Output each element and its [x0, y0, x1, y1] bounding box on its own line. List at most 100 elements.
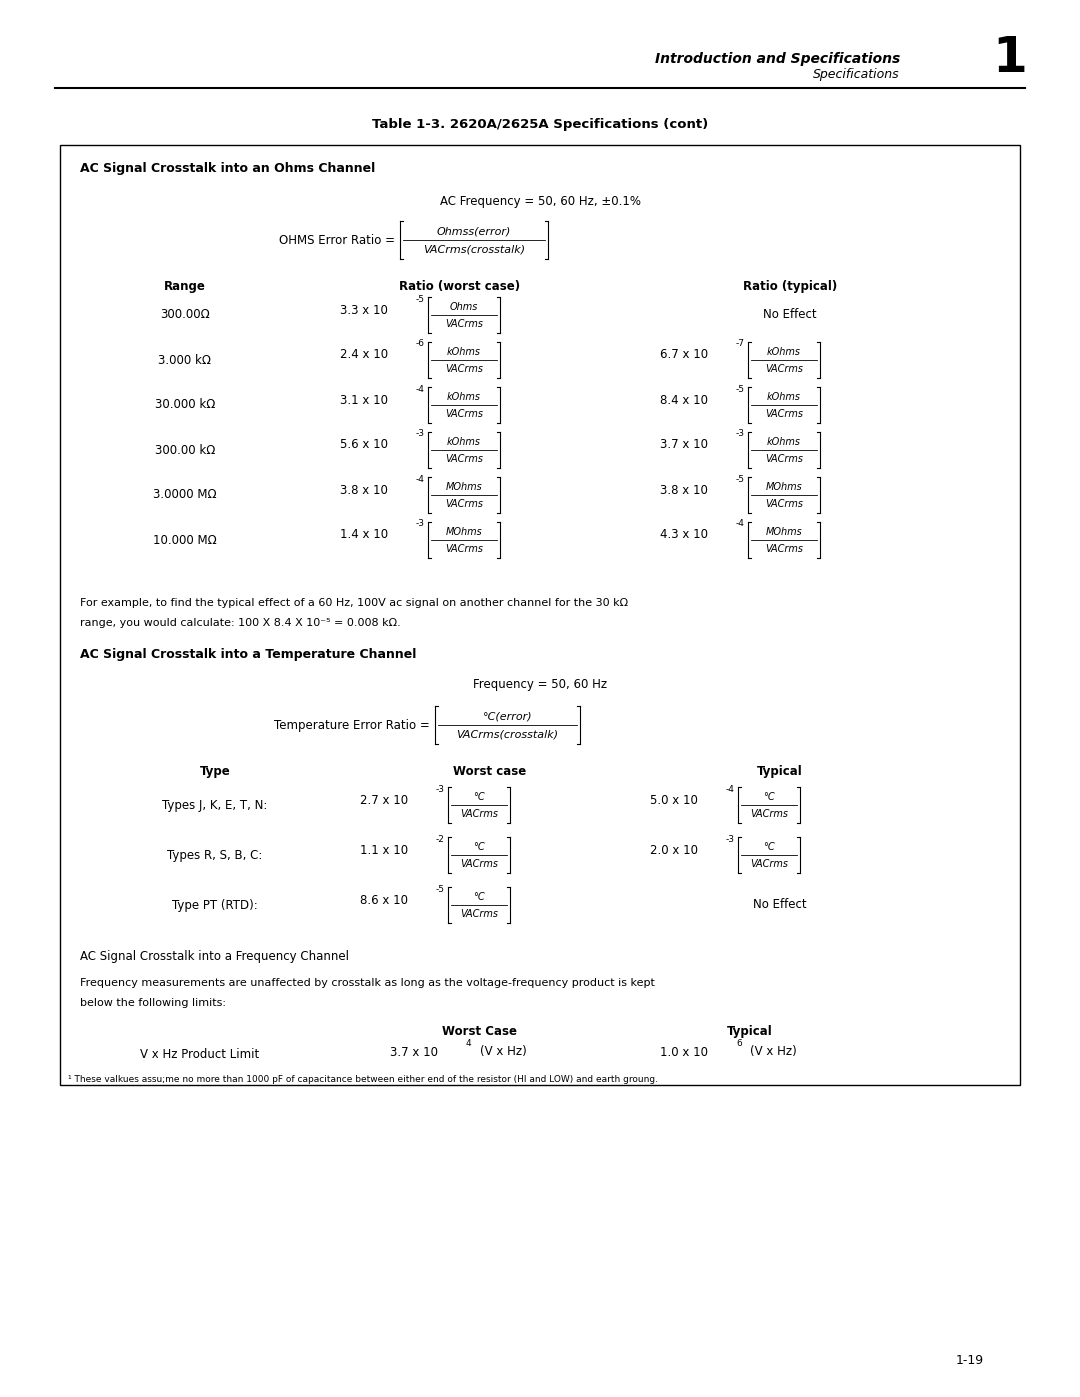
Text: Ohmss(error): Ohmss(error) — [436, 226, 511, 236]
Text: VACrms: VACrms — [445, 543, 483, 555]
Text: VACrms: VACrms — [445, 319, 483, 330]
Text: 8.6 x 10: 8.6 x 10 — [360, 894, 408, 907]
Text: 300.00Ω: 300.00Ω — [160, 309, 210, 321]
Text: -3: -3 — [416, 429, 426, 439]
Text: 10.000 MΩ: 10.000 MΩ — [153, 534, 217, 546]
Text: -5: -5 — [735, 384, 745, 394]
Text: VACrms: VACrms — [750, 809, 788, 819]
Text: kOhms: kOhms — [447, 437, 481, 447]
Text: -3: -3 — [735, 429, 745, 439]
Text: VACrms: VACrms — [445, 499, 483, 509]
Text: 5.6 x 10: 5.6 x 10 — [340, 439, 388, 451]
Text: -7: -7 — [735, 339, 745, 348]
Text: VACrms: VACrms — [445, 454, 483, 464]
Text: kOhms: kOhms — [447, 346, 481, 358]
Text: 1.4 x 10: 1.4 x 10 — [340, 528, 388, 542]
Text: 3.3 x 10: 3.3 x 10 — [340, 303, 388, 317]
Text: -3: -3 — [416, 520, 426, 528]
Text: VACrms: VACrms — [765, 499, 804, 509]
Text: (V x Hz): (V x Hz) — [480, 1045, 527, 1059]
Text: 3.7 x 10: 3.7 x 10 — [660, 439, 708, 451]
Text: 6: 6 — [735, 1038, 742, 1048]
Text: Ohms: Ohms — [449, 302, 478, 312]
Text: 30.000 kΩ: 30.000 kΩ — [154, 398, 215, 412]
Text: 3.8 x 10: 3.8 x 10 — [340, 483, 388, 496]
Text: °C: °C — [764, 842, 774, 852]
Text: MOhms: MOhms — [446, 527, 483, 536]
Text: -5: -5 — [416, 295, 426, 303]
Text: -4: -4 — [726, 785, 734, 793]
Text: No Effect: No Effect — [753, 898, 807, 911]
Text: MOhms: MOhms — [766, 482, 802, 492]
Text: -4: -4 — [735, 520, 745, 528]
Text: Frequency measurements are unaffected by crosstalk as long as the voltage-freque: Frequency measurements are unaffected by… — [80, 978, 654, 988]
Text: kOhms: kOhms — [767, 437, 801, 447]
Text: VACrms: VACrms — [765, 409, 804, 419]
Text: VACrms(crosstalk): VACrms(crosstalk) — [457, 729, 558, 739]
Text: kOhms: kOhms — [767, 346, 801, 358]
Text: -3: -3 — [436, 785, 445, 793]
Text: 3.7 x 10: 3.7 x 10 — [390, 1045, 438, 1059]
Text: VACrms: VACrms — [765, 365, 804, 374]
Text: -4: -4 — [416, 384, 424, 394]
Text: (V x Hz): (V x Hz) — [750, 1045, 797, 1059]
Text: Typical: Typical — [727, 1025, 773, 1038]
Text: V x Hz Product Limit: V x Hz Product Limit — [140, 1049, 259, 1062]
Text: 3.0000 MΩ: 3.0000 MΩ — [153, 489, 217, 502]
Text: 4: 4 — [465, 1038, 472, 1048]
Text: 1.1 x 10: 1.1 x 10 — [360, 844, 408, 856]
Text: VACrms: VACrms — [445, 409, 483, 419]
Text: AC Frequency = 50, 60 Hz, ±0.1%: AC Frequency = 50, 60 Hz, ±0.1% — [440, 196, 640, 208]
Text: °C(error): °C(error) — [483, 711, 532, 722]
Text: Type: Type — [200, 766, 230, 778]
Text: VACrms: VACrms — [750, 859, 788, 869]
Text: range, you would calculate: 100 X 8.4 X 10⁻⁵ = 0.008 kΩ.: range, you would calculate: 100 X 8.4 X … — [80, 617, 401, 629]
Text: °C: °C — [764, 792, 774, 802]
Text: kOhms: kOhms — [447, 393, 481, 402]
Text: 300.00 kΩ: 300.00 kΩ — [154, 443, 215, 457]
Text: Worst case: Worst case — [454, 766, 527, 778]
Text: °C: °C — [473, 792, 485, 802]
Text: -5: -5 — [436, 884, 445, 894]
Text: VACrms: VACrms — [765, 543, 804, 555]
Text: below the following limits:: below the following limits: — [80, 997, 226, 1009]
Text: 6.7 x 10: 6.7 x 10 — [660, 348, 708, 362]
Text: °C: °C — [473, 842, 485, 852]
Text: Ratio (typical): Ratio (typical) — [743, 279, 837, 293]
Text: kOhms: kOhms — [767, 393, 801, 402]
Text: Typical: Typical — [757, 766, 802, 778]
Text: 8.4 x 10: 8.4 x 10 — [660, 394, 708, 407]
Text: Worst Case: Worst Case — [443, 1025, 517, 1038]
Text: Types R, S, B, C:: Types R, S, B, C: — [167, 848, 262, 862]
Text: 4.3 x 10: 4.3 x 10 — [660, 528, 708, 542]
Text: ¹ These valkues assu;me no more than 1000 pF of capacitance between either end o: ¹ These valkues assu;me no more than 100… — [68, 1076, 658, 1084]
Text: 3.000 kΩ: 3.000 kΩ — [159, 353, 212, 366]
Bar — [60, 145, 1020, 1085]
Text: 5.0 x 10: 5.0 x 10 — [650, 793, 698, 806]
Text: 1.0 x 10: 1.0 x 10 — [660, 1045, 708, 1059]
Text: OHMS Error Ratio =: OHMS Error Ratio = — [279, 233, 395, 246]
Text: -6: -6 — [416, 339, 426, 348]
Text: -5: -5 — [735, 475, 745, 483]
Text: VACrms: VACrms — [765, 454, 804, 464]
Text: 2.7 x 10: 2.7 x 10 — [360, 793, 408, 806]
Text: -4: -4 — [416, 475, 424, 483]
Text: AC Signal Crosstalk into a Frequency Channel: AC Signal Crosstalk into a Frequency Cha… — [80, 950, 349, 963]
Text: MOhms: MOhms — [766, 527, 802, 536]
Text: Range: Range — [164, 279, 206, 293]
Text: Ratio (worst case): Ratio (worst case) — [400, 279, 521, 293]
Text: For example, to find the typical effect of a 60 Hz, 100V ac signal on another ch: For example, to find the typical effect … — [80, 598, 629, 608]
Text: 3.8 x 10: 3.8 x 10 — [660, 483, 707, 496]
Text: Frequency = 50, 60 Hz: Frequency = 50, 60 Hz — [473, 678, 607, 692]
Text: Types J, K, E, T, N:: Types J, K, E, T, N: — [162, 799, 268, 812]
Text: 2.0 x 10: 2.0 x 10 — [650, 844, 698, 856]
Text: 1: 1 — [993, 34, 1027, 82]
Text: MOhms: MOhms — [446, 482, 483, 492]
Text: Type PT (RTD):: Type PT (RTD): — [172, 898, 258, 911]
Text: VACrms: VACrms — [460, 809, 498, 819]
Text: AC Signal Crosstalk into a Temperature Channel: AC Signal Crosstalk into a Temperature C… — [80, 648, 417, 661]
Text: 2.4 x 10: 2.4 x 10 — [340, 348, 388, 362]
Text: VACrms(crosstalk): VACrms(crosstalk) — [423, 244, 525, 254]
Text: Table 1-3. 2620A/2625A Specifications (cont): Table 1-3. 2620A/2625A Specifications (c… — [372, 117, 708, 131]
Text: VACrms: VACrms — [460, 859, 498, 869]
